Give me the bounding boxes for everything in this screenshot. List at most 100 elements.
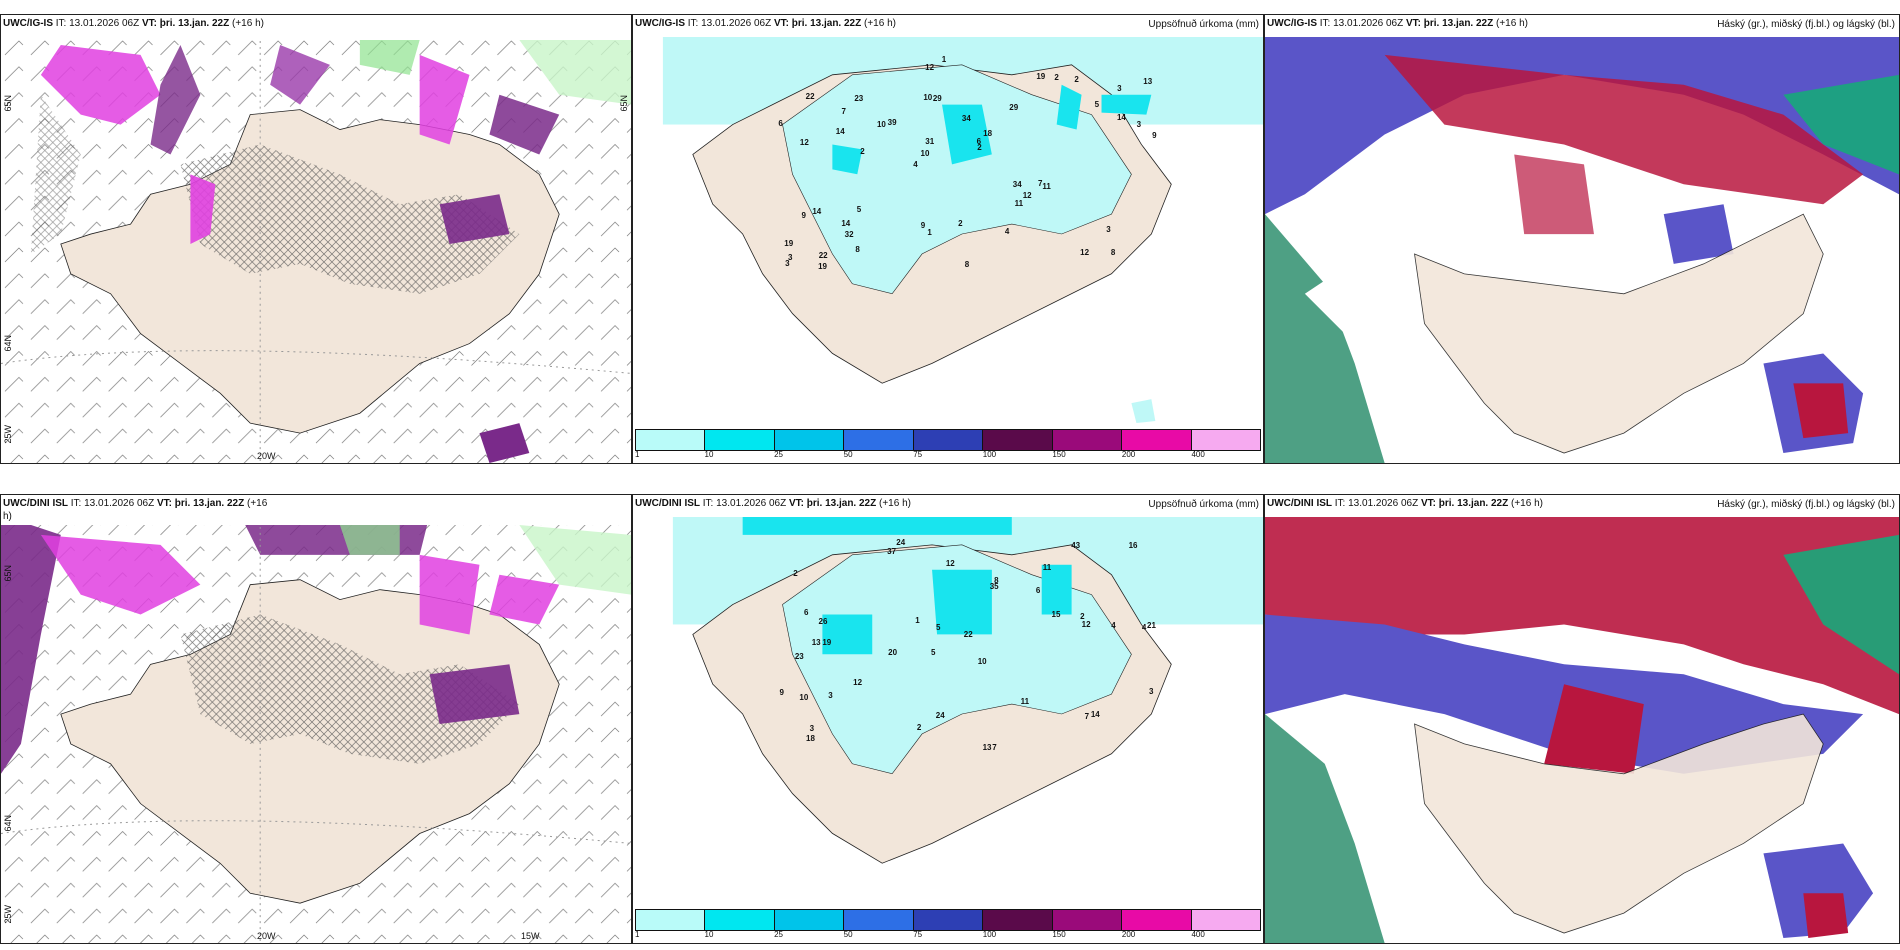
- map-canvas: 24 11 4 5 10 19 2 6 23 35 22 18 37 20 13 7 24 43 15 12 26 13 2…: [633, 515, 1263, 909]
- precip-value-label: 37: [887, 546, 897, 556]
- precip-value-label: 18: [806, 733, 815, 743]
- wind-precip-map-ig: UWC/IG-IS IT: 13.01.2026 06Z VT: þri. 13…: [0, 14, 632, 464]
- precip-value-label: 2: [1074, 75, 1079, 85]
- precip-value-label: 29: [932, 94, 942, 104]
- colorbar-swatches: [635, 429, 1261, 451]
- map-canvas: [1, 515, 631, 943]
- precip-value-label: 12: [925, 63, 935, 73]
- precip-value-label: 12: [945, 558, 955, 568]
- colorbar-tick-label: 400: [1191, 930, 1205, 939]
- colorbar-swatch: [636, 430, 706, 450]
- precip-value-label: 6: [1035, 586, 1041, 596]
- precip-value-label: 4: [1004, 227, 1010, 237]
- colorbar-swatch: [844, 910, 914, 930]
- lat-label: 65N: [3, 565, 13, 582]
- colorbar-swatch: [1122, 910, 1192, 930]
- precip-value-label: 23: [794, 651, 804, 661]
- colorbar-tick-label: 150: [1052, 450, 1066, 459]
- precip-value-label: 3: [787, 252, 793, 262]
- colorbar-tick-label: 50: [843, 930, 853, 939]
- precip-value-label: 2: [916, 723, 922, 733]
- precip-value-label: 13: [982, 743, 992, 753]
- precip-value-label: 22: [805, 91, 815, 101]
- precip-value-label: 2: [1054, 73, 1059, 83]
- precip-value-label: 4: [1141, 622, 1147, 632]
- colorbar-swatch: [913, 910, 984, 930]
- lon-label: 15W: [521, 931, 540, 941]
- precip-value-label: 8: [1110, 248, 1116, 258]
- precip-map-dini: UWC/DINI ISL IT: 13.01.2026 06Z VT: þri.…: [632, 494, 1264, 944]
- precip-value-label: 14: [1090, 709, 1100, 719]
- precip-value-label: 9: [920, 220, 926, 230]
- lat-label: 64N: [3, 815, 13, 832]
- colorbar-swatch: [705, 430, 775, 450]
- colorbar-swatch: [1191, 910, 1260, 930]
- precip-value-label: 22: [963, 629, 973, 639]
- precip-value-label: 6: [976, 137, 982, 147]
- colorbar-tick-label: 75: [913, 930, 923, 939]
- precip-value-label: 5: [930, 647, 936, 657]
- precip-value-label: 35: [989, 582, 999, 592]
- lat-label: 64N: [3, 335, 13, 352]
- precip-value-label: 26: [818, 616, 828, 626]
- colorbar-tick-label: 75: [913, 450, 923, 459]
- colorbar-tick-label: 25: [774, 930, 784, 939]
- colorbar-swatch: [1052, 910, 1123, 930]
- precip-value-label: 18: [983, 128, 993, 138]
- precip-value-label: 3: [1149, 687, 1154, 697]
- colorbar-tick-label: 100: [982, 930, 997, 939]
- precip-value-label: 5: [856, 205, 862, 215]
- colorbar-swatch: [1191, 430, 1260, 450]
- precip-value-label: 5: [935, 622, 941, 632]
- precip-value-label: 12: [853, 678, 863, 688]
- colorbar-tick-label: 100: [982, 450, 997, 459]
- precip-value-label: 11: [1020, 697, 1030, 707]
- precip-value-label: 3: [1106, 225, 1111, 235]
- precip-value-label: 13: [811, 638, 821, 648]
- map-canvas: [1265, 515, 1899, 943]
- colorbar-tick-label: 400: [1191, 450, 1205, 459]
- colorbar-swatch: [983, 430, 1053, 450]
- panel-header: UWC/IG-IS IT: 13.01.2026 06Z VT: þri. 13…: [1265, 15, 1899, 37]
- colorbar-tick-label: 200: [1121, 930, 1136, 939]
- colorbar-swatch: [913, 430, 984, 450]
- panel-header: UWC/IG-IS IT: 13.01.2026 06Z VT: þri. 13…: [1, 15, 631, 37]
- colorbar-swatch: [774, 430, 845, 450]
- cloud-map-dini: UWC/DINI ISL IT: 13.01.2026 06Z VT: þri.…: [1264, 494, 1900, 944]
- precip-map-ig: UWC/IG-IS IT: 13.01.2026 06Z VT: þri. 13…: [632, 14, 1264, 464]
- precip-value-label: 34: [961, 113, 971, 123]
- precip-value-label: 24: [896, 537, 906, 547]
- precip-value-label: 3: [785, 258, 790, 268]
- precip-value-label: 10: [923, 93, 933, 103]
- lon-label: 20W: [257, 451, 276, 461]
- colorbar-swatch: [705, 910, 775, 930]
- precip-value-label: 19: [784, 239, 794, 248]
- precip-value-label: 11: [1042, 563, 1052, 573]
- precip-colorbar: 1 10 25 50 75 100 150 200 400: [633, 429, 1263, 463]
- colorbar-swatch: [983, 910, 1053, 930]
- precip-value-label: 9: [1152, 131, 1157, 141]
- precip-value-label: 3: [809, 723, 815, 733]
- precip-value-label: 32: [844, 230, 854, 240]
- colorbar-swatch: [1122, 430, 1192, 450]
- precip-value-label: 1: [915, 616, 920, 626]
- iceland-land: [1414, 213, 1824, 454]
- precip-value-label: 20: [888, 647, 898, 657]
- precip-value-label: 16: [1128, 541, 1138, 551]
- colorbar-tick-label: 1: [635, 930, 640, 939]
- precip-value-label: 12: [1022, 191, 1032, 201]
- colorbar-swatch: [1052, 430, 1123, 450]
- precip-value-label: 5: [1094, 100, 1100, 110]
- precip-colorbar: 1 10 25 50 75 100 150 200 400: [633, 909, 1263, 943]
- precip-value-label: 10: [799, 692, 809, 702]
- colorbar-swatch: [774, 910, 845, 930]
- precip-value-label: 10: [977, 657, 987, 667]
- lon-label: 25W: [3, 905, 13, 924]
- colorbar-ticks: 1 10 25 50 75 100 150 200 400: [635, 930, 1261, 942]
- precip-value-label: 7: [1038, 178, 1043, 188]
- precip-value-label: 21: [1147, 620, 1156, 630]
- precip-value-label: 8: [994, 576, 999, 586]
- precip-value-label: 12: [1081, 619, 1091, 629]
- precip-value-label: 4: [913, 160, 918, 170]
- precip-value-label: 19: [1036, 72, 1046, 82]
